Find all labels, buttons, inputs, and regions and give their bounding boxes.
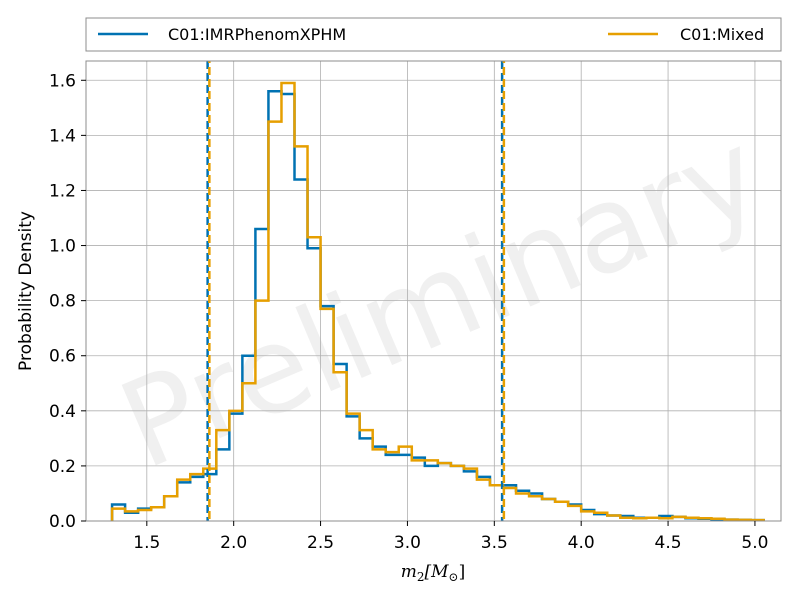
- x-axis-label: m2[M⊙]: [401, 562, 466, 584]
- legend-box: [85, 17, 782, 52]
- y-tick-label: 1.4: [49, 126, 76, 146]
- x-axis-label-base: m: [401, 562, 417, 582]
- credible-interval-lines: [206, 61, 506, 521]
- series-c01-mixed-step: [110, 81, 765, 522]
- y-tick-label: 0.2: [49, 457, 76, 477]
- x-tick-label: 5.0: [741, 533, 768, 553]
- y-tick-label: 1.6: [49, 71, 76, 91]
- y-tick-label: 1.2: [49, 181, 76, 201]
- y-tick-label: 1.0: [49, 237, 76, 257]
- x-axis-label-unit-sub: ⊙: [449, 570, 459, 584]
- x-tick-label: 3.0: [394, 533, 421, 553]
- y-ticks: 0.0 0.2 0.4 0.6 0.8 1.0 1.2 1.4 1.6: [49, 71, 86, 532]
- y-tick-label: 0.4: [49, 402, 76, 422]
- x-ticks: 1.5 2.0 2.5 3.0 3.5 4.0 4.5 5.0: [133, 521, 768, 553]
- legend-label-imrphenomxphm: C01:IMRPhenomXPHM: [168, 25, 346, 44]
- x-tick-label: 4.0: [568, 533, 595, 553]
- x-tick-label: 2.0: [220, 533, 247, 553]
- x-axis-label-sub: 2: [417, 570, 425, 584]
- legend: C01:IMRPhenomXPHM C01:Mixed: [85, 17, 782, 52]
- x-tick-label: 3.5: [481, 533, 508, 553]
- y-axis-label: Probability Density: [16, 211, 36, 371]
- series-layer: [110, 81, 765, 522]
- x-tick-label: 4.5: [655, 533, 682, 553]
- plot-frame: [85, 60, 782, 522]
- x-axis-label-unit: [M: [425, 562, 450, 582]
- y-tick-label: 0.6: [49, 347, 76, 367]
- x-tick-label: 1.5: [133, 533, 160, 553]
- x-tick-label: 2.5: [307, 533, 334, 553]
- y-tick-label: 0.8: [49, 292, 76, 312]
- y-tick-label: 0.0: [49, 512, 76, 532]
- x-axis-label-close: ]: [459, 562, 466, 582]
- legend-label-mixed: C01:Mixed: [680, 25, 764, 44]
